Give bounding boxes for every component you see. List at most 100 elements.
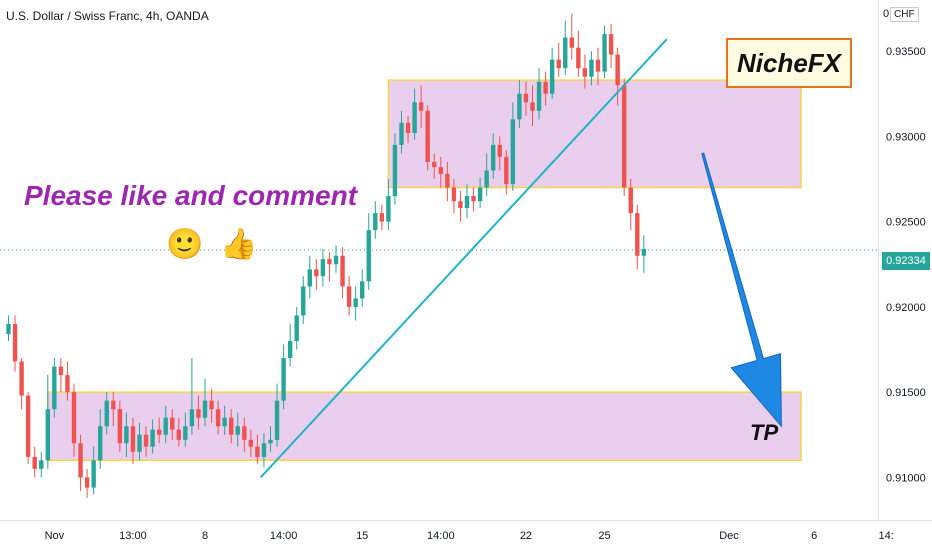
candle-body	[602, 34, 607, 72]
candle-body	[556, 59, 561, 69]
candle-body	[6, 323, 11, 335]
down-arrow-icon	[701, 152, 782, 428]
current-price-tag: 0.92334	[882, 252, 930, 270]
candle-body	[268, 439, 273, 444]
price-axis-top-label: 0	[883, 8, 889, 20]
candle-body	[582, 68, 588, 77]
candle-body	[563, 37, 568, 69]
candle-body	[261, 443, 267, 457]
candle-body	[143, 434, 149, 447]
candle-body	[399, 122, 404, 145]
candle-body	[52, 366, 57, 410]
candle-body	[215, 409, 221, 427]
candle-body	[595, 59, 601, 72]
candle-body	[432, 161, 437, 168]
candle-body	[242, 426, 247, 440]
candle-body	[235, 426, 240, 435]
candle-body	[39, 460, 44, 469]
target-label: TP	[750, 420, 779, 445]
candle-body	[156, 429, 162, 435]
candle-body	[373, 213, 378, 231]
candle-body	[477, 187, 483, 202]
time-tick-label: Dec	[719, 530, 739, 542]
candle-body	[65, 375, 70, 393]
candle-body	[379, 213, 385, 222]
candle-body	[163, 417, 168, 435]
candle-body	[45, 409, 50, 461]
currency-badge[interactable]: CHF	[890, 7, 919, 22]
candle-body	[320, 259, 326, 277]
candle-body	[104, 400, 109, 427]
candle-body	[451, 187, 457, 202]
candle-body	[635, 213, 640, 256]
candle-body	[327, 259, 332, 265]
candle-body	[58, 366, 64, 376]
price-tick-label: 0.93500	[886, 46, 926, 58]
trendline	[259, 38, 668, 479]
candle-body	[425, 110, 430, 162]
candle-body	[137, 434, 142, 452]
candle-body	[183, 426, 188, 440]
candle-body	[608, 34, 614, 55]
candle-body	[71, 392, 77, 444]
candle-body	[301, 286, 306, 316]
chart-title: U.S. Dollar / Swiss Franc, 4h, OANDA	[6, 9, 209, 23]
time-tick-label: 14:	[879, 530, 894, 542]
candle-body	[287, 340, 293, 359]
candle-body	[209, 400, 214, 410]
candle-body	[346, 286, 352, 307]
candle-body	[307, 269, 312, 287]
brand-label: NicheFX	[726, 38, 852, 88]
time-tick-label: 22	[520, 530, 532, 542]
candle-body	[497, 144, 502, 157]
candle-body	[510, 119, 516, 185]
candle-body	[32, 456, 37, 469]
candle-body	[117, 409, 123, 444]
candle-body	[170, 417, 175, 430]
candle-body	[12, 323, 18, 362]
candle-body	[484, 170, 489, 188]
candle-body	[576, 47, 581, 69]
candle-body	[248, 439, 254, 447]
price-tick-label: 0.91500	[886, 387, 926, 399]
candle-body	[19, 361, 24, 396]
candle-body	[281, 358, 286, 401]
candle-body	[255, 446, 260, 457]
candle-body	[353, 298, 358, 307]
candle-body	[25, 395, 31, 457]
candle-body	[445, 173, 450, 188]
candle-body	[202, 400, 208, 418]
candle-body	[504, 156, 509, 185]
candle-body	[386, 196, 391, 222]
candle-body	[111, 400, 116, 410]
candle-body	[196, 409, 201, 418]
smile-emoji-icon: 🙂	[166, 228, 204, 261]
candle-body	[392, 144, 398, 197]
candle-body	[130, 426, 136, 452]
candle-body	[91, 460, 96, 488]
candle-body	[360, 281, 365, 299]
price-tick-label: 0.93000	[886, 131, 926, 143]
candle-body	[98, 426, 103, 461]
time-tick-label: 25	[598, 530, 610, 542]
candle-body	[458, 201, 463, 208]
candle-body	[412, 102, 417, 133]
candle-body	[517, 93, 522, 120]
candle-body	[464, 196, 470, 208]
candle-body	[78, 443, 83, 478]
time-tick-label: 13:00	[119, 530, 147, 542]
candle-body	[294, 315, 299, 341]
support-zone	[47, 391, 802, 462]
candle-body	[405, 122, 411, 133]
candle-body	[523, 93, 529, 103]
price-tick-label: 0.91000	[886, 472, 926, 484]
candle-body	[530, 102, 535, 111]
time-tick-label: 15	[356, 530, 368, 542]
candle-body	[222, 417, 227, 427]
candle-body	[471, 196, 476, 202]
candle-body	[615, 54, 620, 86]
candle-body	[340, 255, 345, 287]
candle-body	[536, 81, 542, 111]
candle-body	[628, 187, 633, 214]
